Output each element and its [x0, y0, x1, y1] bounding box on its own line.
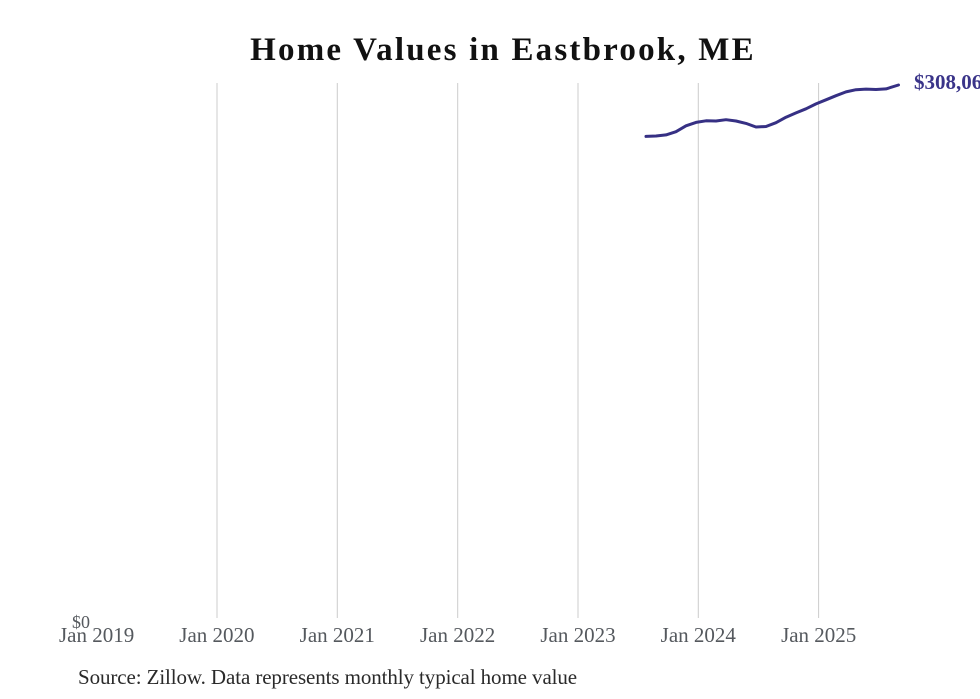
svg-text:Jan 2023: Jan 2023: [540, 623, 615, 647]
svg-text:Jan 2021: Jan 2021: [300, 623, 375, 647]
svg-text:Source: Zillow. Data represent: Source: Zillow. Data represents monthly …: [78, 665, 577, 689]
svg-text:Jan 2019: Jan 2019: [59, 623, 134, 647]
svg-text:Jan 2025: Jan 2025: [781, 623, 856, 647]
svg-text:Jan 2022: Jan 2022: [420, 623, 495, 647]
svg-text:$308,068: $308,068: [914, 70, 980, 94]
svg-text:Jan 2024: Jan 2024: [661, 623, 737, 647]
svg-text:Home Values in Eastbrook, ME: Home Values in Eastbrook, ME: [250, 32, 756, 68]
svg-text:Jan 2020: Jan 2020: [179, 623, 254, 647]
svg-text:$0: $0: [72, 612, 90, 632]
